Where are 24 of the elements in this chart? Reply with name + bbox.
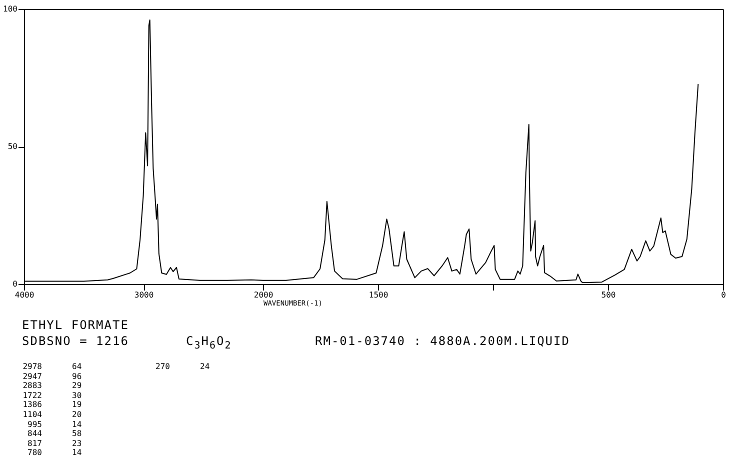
y-tick-label: 50	[8, 142, 18, 151]
text: 2947 96	[22, 372, 82, 381]
text: SDBSNO = 1216	[22, 334, 129, 348]
text: 817 23	[28, 438, 82, 448]
x-tick-label: 0	[721, 290, 726, 300]
x-tick-label: 500	[601, 290, 616, 300]
text: C$_{3}$H$_{6}$O$_{2}$	[186, 334, 232, 352]
text: 780 14	[28, 448, 82, 457]
text: 2978 64	[22, 362, 82, 371]
x-tick-label: 1500	[368, 290, 388, 300]
text: ETHYL FORMATE	[22, 318, 129, 332]
text: 270 24	[156, 362, 210, 371]
x-tick-label: 4000	[14, 290, 34, 300]
y-tick-label: 100	[3, 4, 18, 14]
text: 1386 19	[22, 400, 82, 410]
text: 1722 30	[22, 390, 82, 400]
text: 1104 20	[22, 410, 82, 419]
y-tick-label: 0	[12, 280, 18, 288]
x-tick-label: 2000	[254, 290, 274, 300]
x-tick-label: 3000	[134, 290, 154, 300]
text: 2883 29	[22, 381, 82, 390]
text: 995 14	[28, 420, 82, 429]
text: 844 58	[28, 429, 82, 438]
text: RM-01-03740 : 4880A.200M.LIQUID	[315, 334, 570, 348]
